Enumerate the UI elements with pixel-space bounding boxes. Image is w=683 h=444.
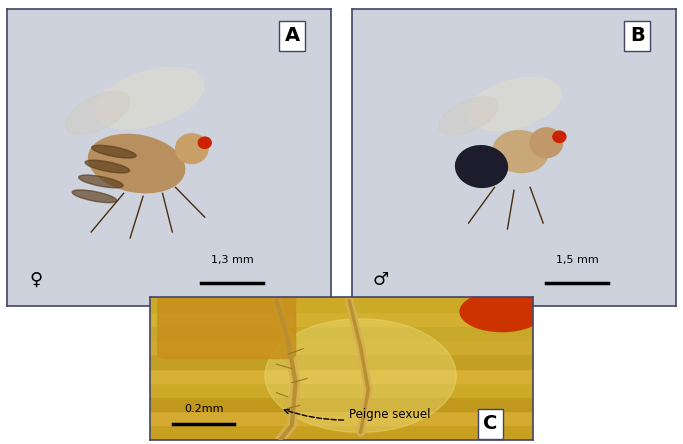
Text: B: B — [630, 26, 645, 45]
Bar — [150, 383, 533, 397]
Bar — [150, 354, 533, 369]
Bar — [150, 369, 533, 383]
Text: C: C — [484, 414, 498, 433]
Ellipse shape — [96, 67, 204, 129]
Ellipse shape — [265, 319, 456, 432]
Text: A: A — [285, 26, 300, 45]
Ellipse shape — [198, 137, 211, 148]
Text: 1,3 mm: 1,3 mm — [211, 255, 253, 265]
Ellipse shape — [530, 128, 563, 158]
Ellipse shape — [66, 91, 130, 135]
Bar — [150, 397, 533, 411]
Bar — [150, 326, 533, 340]
Ellipse shape — [72, 190, 117, 202]
Ellipse shape — [439, 97, 498, 135]
Bar — [150, 297, 533, 312]
Text: Peigne sexuel: Peigne sexuel — [284, 408, 431, 421]
Bar — [150, 411, 533, 425]
Bar — [150, 425, 533, 440]
Text: 0.2mm: 0.2mm — [184, 404, 223, 414]
Ellipse shape — [89, 135, 184, 193]
Ellipse shape — [553, 131, 566, 143]
Ellipse shape — [79, 175, 123, 188]
Text: ♂: ♂ — [373, 270, 389, 289]
Ellipse shape — [92, 145, 136, 158]
FancyBboxPatch shape — [158, 293, 296, 359]
Text: 1,5 mm: 1,5 mm — [556, 255, 598, 265]
Ellipse shape — [493, 131, 548, 173]
Ellipse shape — [460, 292, 544, 332]
Bar — [150, 312, 533, 326]
Text: ♀: ♀ — [29, 270, 42, 289]
Bar — [150, 340, 533, 354]
Ellipse shape — [467, 78, 561, 131]
Ellipse shape — [85, 160, 130, 173]
Ellipse shape — [456, 146, 507, 187]
Ellipse shape — [176, 134, 208, 163]
